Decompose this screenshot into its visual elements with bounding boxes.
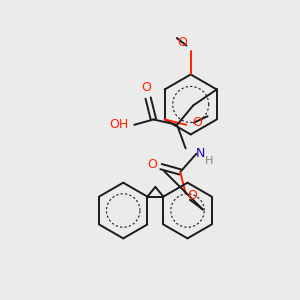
Text: H: H — [205, 156, 213, 166]
Text: O: O — [148, 158, 157, 171]
Text: O: O — [187, 189, 197, 202]
Text: OH: OH — [110, 118, 129, 131]
Text: O: O — [141, 81, 151, 94]
Text: O: O — [192, 116, 202, 129]
Text: O: O — [177, 36, 187, 49]
Text: N: N — [196, 147, 205, 160]
